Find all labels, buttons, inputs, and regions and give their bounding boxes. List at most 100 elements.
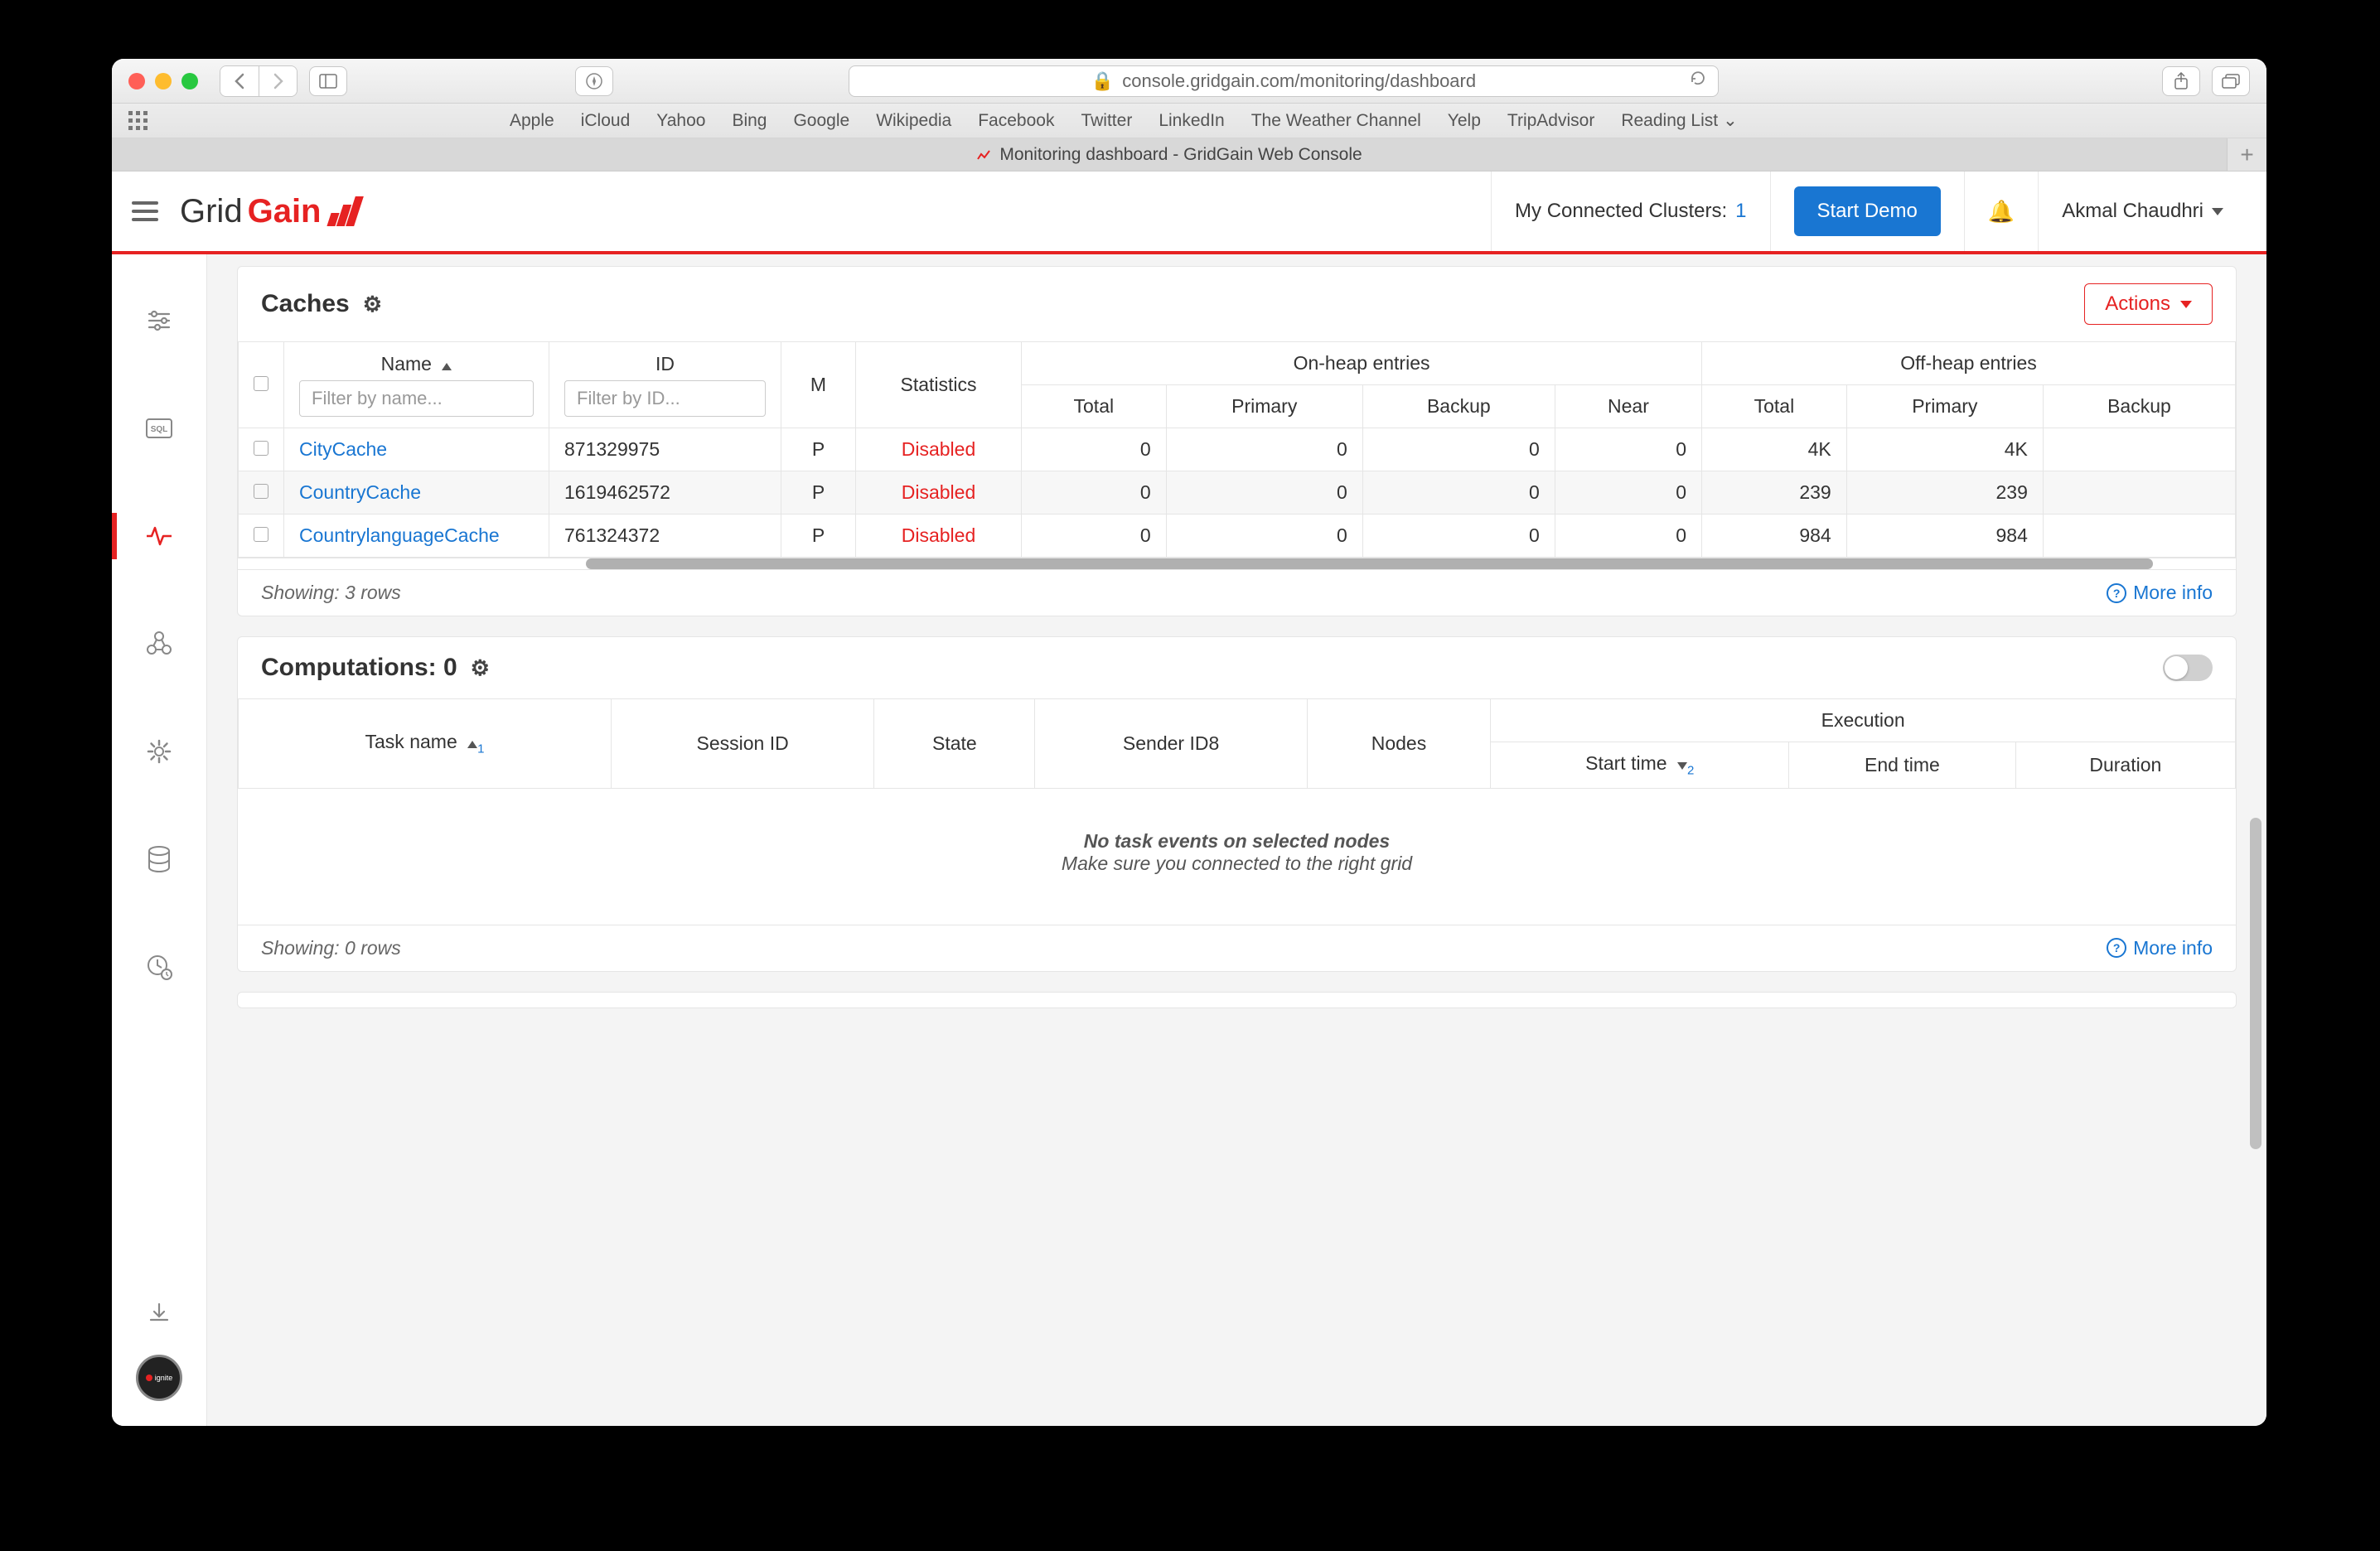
- filter-id-input[interactable]: [564, 380, 766, 417]
- cell-off-total: 239: [1702, 471, 1847, 515]
- sort-asc-icon: [467, 741, 477, 748]
- col-starttime[interactable]: Start time 2: [1491, 742, 1789, 789]
- nav-gear-icon[interactable]: [143, 735, 176, 768]
- app-body: SQL ignite Caches ⚙ Actions: [112, 254, 2266, 1426]
- bookmark-bing[interactable]: Bing: [732, 111, 767, 131]
- cache-name-link[interactable]: CountrylanguageCache: [299, 524, 500, 546]
- row-checkbox[interactable]: [254, 441, 268, 456]
- col-off-backup[interactable]: Backup: [2043, 385, 2235, 428]
- col-endtime[interactable]: End time: [1789, 742, 2015, 789]
- col-statistics[interactable]: Statistics: [856, 342, 1022, 428]
- cell-oh-backup: 0: [1362, 515, 1555, 558]
- select-all-checkbox[interactable]: [254, 376, 268, 391]
- clusters-section[interactable]: My Connected Clusters: 1: [1491, 172, 1769, 251]
- col-oh-backup[interactable]: Backup: [1362, 385, 1555, 428]
- cell-oh-near: 0: [1555, 428, 1701, 471]
- col-checkbox: [239, 342, 284, 428]
- bookmark-yahoo[interactable]: Yahoo: [656, 111, 705, 131]
- show-sidebar-button[interactable]: [309, 66, 347, 96]
- bookmark-weather[interactable]: The Weather Channel: [1251, 111, 1421, 131]
- filter-name-input[interactable]: [299, 380, 534, 417]
- col-off-total[interactable]: Total: [1702, 385, 1847, 428]
- col-nodes[interactable]: Nodes: [1307, 699, 1491, 789]
- bookmark-icloud[interactable]: iCloud: [581, 111, 631, 131]
- minimize-window-icon[interactable]: [155, 73, 172, 89]
- col-oh-near[interactable]: Near: [1555, 385, 1701, 428]
- row-checkbox[interactable]: [254, 484, 268, 499]
- table-row[interactable]: CountryCache1619462572PDisabled000023923…: [239, 471, 2236, 515]
- bookmark-linkedin[interactable]: LinkedIn: [1159, 111, 1224, 131]
- actions-button[interactable]: Actions: [2084, 283, 2213, 325]
- nav-sql-icon[interactable]: SQL: [143, 412, 176, 445]
- new-tab-button[interactable]: +: [2227, 138, 2266, 171]
- cache-name-link[interactable]: CityCache: [299, 438, 387, 460]
- gear-icon[interactable]: ⚙: [471, 655, 490, 681]
- more-info-link[interactable]: ?More info: [2107, 582, 2213, 604]
- tabs-button[interactable]: [2212, 66, 2250, 96]
- col-off-primary[interactable]: Primary: [1846, 385, 2043, 428]
- caches-panel: Caches ⚙ Actions Name: [237, 266, 2237, 616]
- vertical-scrollbar[interactable]: [2250, 818, 2261, 1149]
- more-info-link[interactable]: ?More info: [2107, 937, 2213, 959]
- bookmark-wikipedia[interactable]: Wikipedia: [876, 111, 951, 131]
- cell-oh-near: 0: [1555, 515, 1701, 558]
- nav-cluster-icon[interactable]: [143, 627, 176, 660]
- nav-clock-icon[interactable]: [143, 950, 176, 983]
- horizontal-scrollbar[interactable]: [238, 558, 2236, 569]
- col-oh-primary[interactable]: Primary: [1166, 385, 1362, 428]
- cell-statistics: Disabled: [902, 524, 976, 546]
- back-button[interactable]: [220, 66, 259, 96]
- cell-off-total: 4K: [1702, 428, 1847, 471]
- bookmark-yelp[interactable]: Yelp: [1448, 111, 1481, 131]
- site-settings-button[interactable]: [575, 66, 613, 96]
- close-window-icon[interactable]: [128, 73, 145, 89]
- cache-name-link[interactable]: CountryCache: [299, 481, 421, 503]
- notifications-section[interactable]: 🔔: [1964, 172, 2038, 251]
- bookmark-google[interactable]: Google: [793, 111, 849, 131]
- forward-button[interactable]: [259, 66, 297, 96]
- maximize-window-icon[interactable]: [181, 73, 198, 89]
- bookmark-readinglist[interactable]: Reading List⌄: [1621, 110, 1737, 131]
- col-name[interactable]: Name: [284, 342, 549, 428]
- nav-monitoring-icon[interactable]: [143, 519, 176, 553]
- menu-button[interactable]: [132, 201, 158, 221]
- col-sessionid[interactable]: Session ID: [612, 699, 874, 789]
- bookmark-tripadvisor[interactable]: TripAdvisor: [1507, 111, 1594, 131]
- computations-table: Task name 1 Session ID State Sender ID8 …: [238, 698, 2236, 925]
- col-id[interactable]: ID: [549, 342, 781, 428]
- showing-text: Showing: 3 rows: [261, 582, 401, 604]
- user-menu[interactable]: Akmal Chaudhri: [2038, 172, 2247, 251]
- logo[interactable]: GridGain: [180, 193, 359, 230]
- start-demo-button[interactable]: Start Demo: [1794, 186, 1941, 236]
- tab-title: Monitoring dashboard - GridGain Web Cons…: [999, 145, 1362, 165]
- cell-off-backup: [2043, 428, 2235, 471]
- row-checkbox[interactable]: [254, 527, 268, 542]
- browser-tab[interactable]: Monitoring dashboard - GridGain Web Cons…: [112, 138, 2227, 171]
- ignite-badge-icon[interactable]: ignite: [136, 1355, 182, 1401]
- bookmark-facebook[interactable]: Facebook: [978, 111, 1054, 131]
- col-state[interactable]: State: [874, 699, 1035, 789]
- col-duration[interactable]: Duration: [2015, 742, 2235, 789]
- col-oh-total[interactable]: Total: [1022, 385, 1167, 428]
- table-row[interactable]: CityCache871329975PDisabled00004K4K: [239, 428, 2236, 471]
- cell-oh-total: 0: [1022, 471, 1167, 515]
- table-row[interactable]: CountrylanguageCache761324372PDisabled00…: [239, 515, 2236, 558]
- cell-oh-primary: 0: [1166, 471, 1362, 515]
- share-button[interactable]: [2162, 66, 2200, 96]
- nav-settings-icon[interactable]: [143, 304, 176, 337]
- toggle-switch[interactable]: [2163, 655, 2213, 681]
- favorites-grid-icon[interactable]: [128, 111, 148, 131]
- cell-id: 871329975: [549, 428, 781, 471]
- reload-icon[interactable]: [1690, 70, 1706, 92]
- nav-download-icon[interactable]: [143, 1297, 176, 1330]
- col-taskname[interactable]: Task name 1: [239, 699, 612, 789]
- nav-buttons: [220, 65, 298, 97]
- col-group-execution: Execution: [1491, 699, 2236, 742]
- col-sender[interactable]: Sender ID8: [1035, 699, 1307, 789]
- url-bar[interactable]: 🔒 console.gridgain.com/monitoring/dashbo…: [849, 65, 1719, 97]
- gear-icon[interactable]: ⚙: [363, 292, 382, 317]
- col-m[interactable]: M: [781, 342, 856, 428]
- bookmark-apple[interactable]: Apple: [510, 111, 554, 131]
- nav-database-icon[interactable]: [143, 843, 176, 876]
- bookmark-twitter[interactable]: Twitter: [1081, 111, 1132, 131]
